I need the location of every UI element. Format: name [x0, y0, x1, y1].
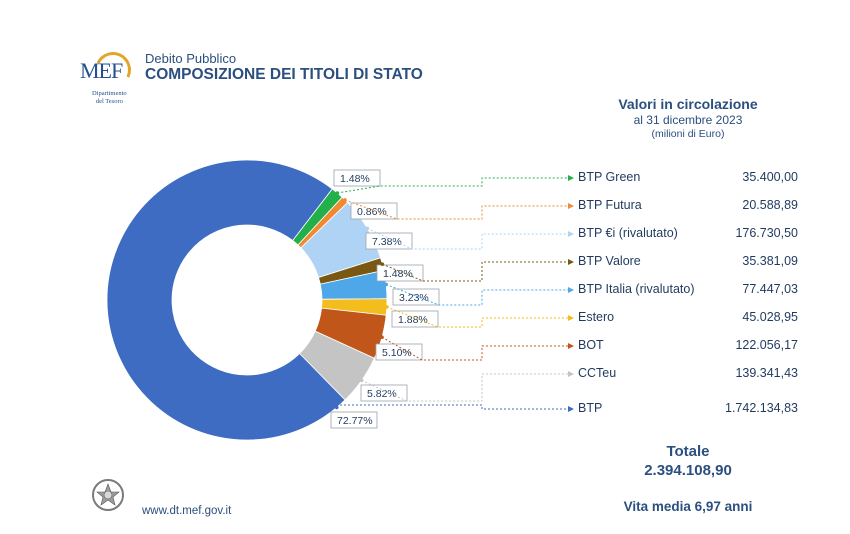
connector-estero	[386, 306, 568, 328]
pct-label-box	[360, 384, 408, 402]
connector-arrow-icon	[568, 259, 574, 265]
pct-label-box	[333, 169, 381, 187]
mef-logo: MEF Dipartimento del Tesoro	[78, 46, 148, 112]
pct-label-estero: 1.88%	[398, 314, 428, 326]
total-value: 2.394.108,90	[644, 462, 732, 479]
legend-value-btp-italia-rivalutato: 77.447,03	[742, 282, 798, 296]
connector-ccteu	[361, 373, 568, 402]
total-label: Totale	[666, 443, 710, 460]
legend-value-btp-futura: 20.588,89	[742, 198, 798, 212]
pct-label-box	[375, 343, 423, 361]
connector-arrow-icon	[568, 175, 574, 181]
pct-label-btp-valore: 1.48%	[383, 268, 413, 280]
legend-name-btp-futura: BTP Futura	[578, 198, 642, 212]
connector-arrow-icon	[568, 231, 574, 237]
legend-value-btp-i-rivalutato: 176.730,50	[735, 226, 798, 240]
legend-name-btp-i-rivalutato: BTP €i (rivalutato)	[578, 226, 678, 240]
legend-name-btp-green: BTP Green	[578, 170, 641, 184]
average-life: Vita media 6,97 anni	[623, 499, 753, 514]
logo-department: Dipartimento del Tesoro	[92, 90, 127, 105]
connector-arrow-icon	[568, 343, 574, 349]
legend-value-btp: 1.742.134,83	[725, 401, 798, 415]
legend-name-btp-valore: BTP Valore	[578, 254, 641, 268]
legend-name-bot: BOT	[578, 338, 604, 352]
legend-value-btp-valore: 35.381,09	[742, 254, 798, 268]
connector-btp-italia-rivalutato	[385, 284, 568, 306]
legend-value-bot: 122.056,17	[735, 338, 798, 352]
connector-btp-futura	[344, 199, 568, 220]
pct-label-box	[376, 264, 424, 282]
legend-name-btp: BTP	[578, 401, 603, 415]
legend-value-btp-green: 35.400,00	[742, 170, 798, 184]
legend-name-ccteu: CCTeu	[578, 366, 617, 380]
pct-label-bot: 5.10%	[382, 347, 412, 359]
legend-name-btp-italia-rivalutato: BTP Italia (rivalutato)	[578, 282, 695, 296]
connector-btp-valore	[382, 261, 568, 282]
connector-btp-green	[337, 177, 568, 194]
page-title: COMPOSIZIONE DEI TITOLI DI STATO	[145, 66, 423, 83]
legend-value-estero: 45.028,95	[742, 310, 798, 324]
slice-btp	[106, 159, 346, 441]
connector-arrow-icon	[568, 315, 574, 321]
legend-date: al 31 dicembre 2023	[633, 113, 743, 127]
legend-title: Valori in circolazione	[618, 96, 758, 112]
connector-arrow-icon	[568, 371, 574, 377]
legend-unit: (milioni di Euro)	[651, 128, 725, 140]
pct-label-box	[350, 202, 398, 220]
website-link[interactable]: www.dt.mef.gov.it	[142, 505, 232, 517]
pct-label-btp-i-rivalutato: 7.38%	[372, 236, 402, 248]
logo-text: MEF	[80, 58, 123, 83]
pct-label-ccteu: 5.82%	[367, 388, 397, 400]
legend-name-estero: Estero	[578, 310, 615, 324]
pct-label-box	[330, 411, 378, 429]
pct-label-box	[391, 310, 439, 328]
pct-label-box	[365, 232, 413, 250]
header-subtitle: Debito Pubblico	[145, 51, 237, 66]
pct-label-btp: 72.77%	[337, 415, 373, 427]
pct-label-btp-green: 1.48%	[340, 173, 370, 185]
pct-label-btp-italia-rivalutato: 3.23%	[399, 292, 429, 304]
connector-bot	[381, 336, 568, 361]
connector-arrow-icon	[568, 287, 574, 293]
connector-btp-i-rivalutato	[367, 227, 568, 250]
pct-label-btp-futura: 0.86%	[357, 206, 387, 218]
legend-value-ccteu: 139.341,43	[735, 366, 798, 380]
connector-btp	[334, 404, 568, 410]
connector-arrow-icon	[568, 406, 574, 412]
italian-republic-emblem-icon	[92, 479, 124, 511]
connector-arrow-icon	[568, 203, 574, 209]
